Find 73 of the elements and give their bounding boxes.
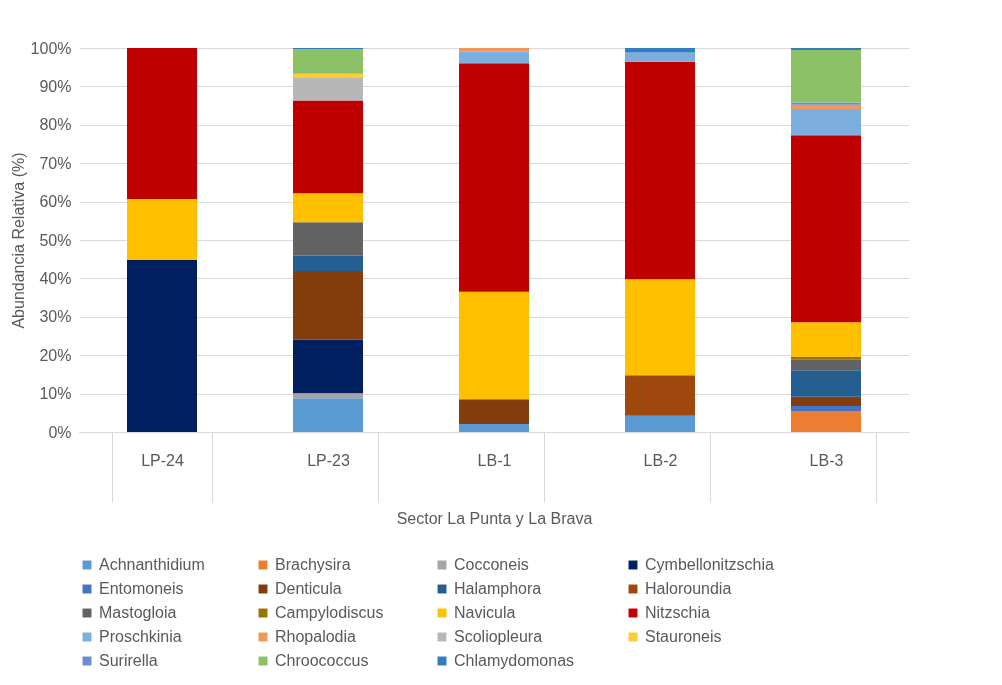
x-tick-label: LB-3 [809,451,844,469]
legend-label: Mastogloia [99,604,177,621]
legend-label: Rhopalodia [275,628,357,645]
bar [459,63,529,292]
legend-label: Navicula [454,604,516,621]
y-tick-label: 0% [48,423,72,441]
bar [791,357,861,360]
y-axis-title: Abundancia Relativa (%) [9,152,27,329]
legend-label: Halamphora [454,580,542,597]
bar [625,375,695,416]
bar [127,259,197,432]
bar [459,48,529,52]
legend-label: Campylodiscus [275,604,384,621]
y-tick-label: 30% [39,308,72,326]
bar [625,61,695,280]
legend-label: Entomoneis [99,580,184,597]
bar [791,370,861,397]
bar [293,271,363,340]
bar [791,49,861,103]
bar [459,51,529,64]
y-tick-label: 10% [39,385,72,403]
bar [791,109,861,136]
bar [293,222,363,256]
bar [625,52,695,62]
y-tick-label: 60% [39,193,72,211]
bar [625,279,695,376]
bar [293,339,363,394]
bar [293,100,363,194]
bar [791,104,861,110]
bar [459,423,529,432]
y-tick-label: 80% [39,116,72,134]
legend-label: Chroococcus [275,652,369,669]
bar [459,291,529,400]
bar [293,193,363,223]
y-tick-label: 70% [39,154,72,172]
legend-label: Surirella [99,652,158,669]
legend-label: Haloroundia [645,580,732,597]
x-tick-label: LB-1 [477,451,512,469]
legend-label: Denticula [275,580,342,597]
x-tick-label: LP-24 [141,451,184,469]
y-tick-label: 20% [39,346,72,364]
x-tick-label: LB-2 [643,451,678,469]
legend-label: Nitzschia [645,604,711,621]
legend-label: Brachysira [275,556,351,573]
legend-label: Scoliopleura [454,628,543,645]
x-tick-label: LP-23 [307,451,350,469]
bar [791,396,861,406]
y-tick-label: 90% [39,77,72,95]
bar [625,415,695,432]
x-axis-title: Sector La Punta y La Brava [396,510,593,527]
bar [791,135,861,323]
bar [293,255,363,272]
bar [791,405,861,411]
bar [293,49,363,74]
y-tick-label: 40% [39,269,72,287]
bar [293,393,363,399]
bar [459,399,529,424]
y-tick-label: 50% [39,231,72,249]
bar [127,48,197,199]
legend-label: Cymbellonitzschia [645,556,775,573]
bar [293,398,363,432]
y-tick-label: 100% [30,39,72,57]
legend-label: Proschkinia [99,628,182,645]
bar [127,198,197,260]
legend-label: Chlamydomonas [454,652,575,669]
legend-label: Stauroneis [645,628,722,645]
legend-label: Achnanthidium [99,556,205,573]
bar [791,322,861,358]
bar [791,359,861,371]
bar [293,77,363,101]
bar [791,410,861,432]
legend-label: Cocconeis [454,556,529,573]
bar [625,48,695,53]
